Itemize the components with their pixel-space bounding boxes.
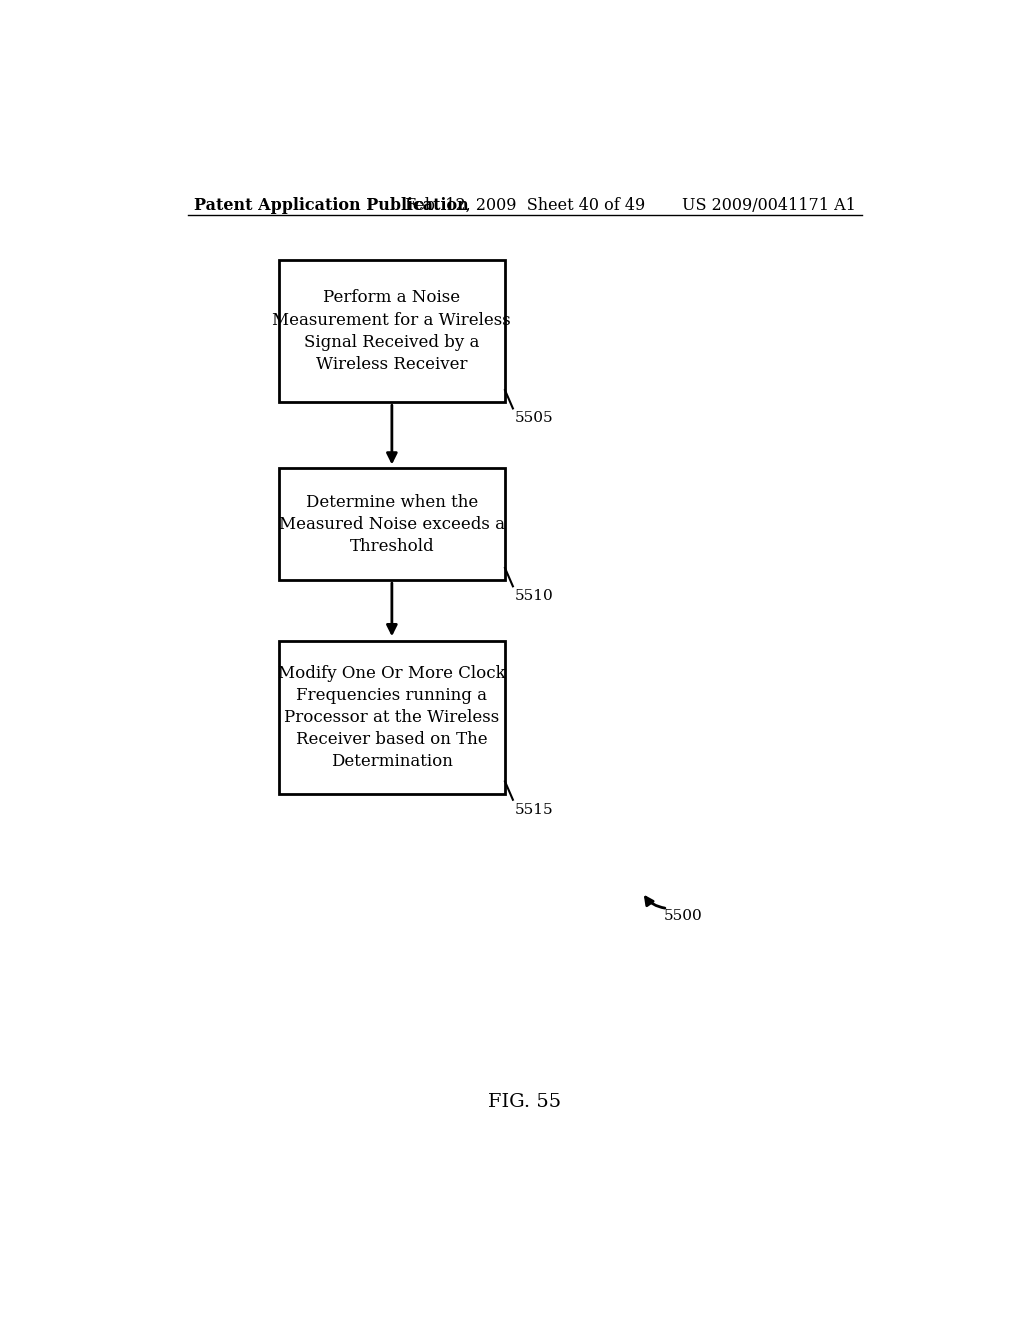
Text: Modify One Or More Clock
Frequencies running a
Processor at the Wireless
Receive: Modify One Or More Clock Frequencies run… bbox=[279, 664, 506, 771]
FancyBboxPatch shape bbox=[279, 642, 505, 793]
Text: 5510: 5510 bbox=[514, 589, 553, 603]
Text: Patent Application Publication: Patent Application Publication bbox=[194, 197, 469, 214]
Text: Determine when the
Measured Noise exceeds a
Threshold: Determine when the Measured Noise exceed… bbox=[279, 494, 505, 554]
FancyBboxPatch shape bbox=[279, 260, 505, 403]
Text: FIG. 55: FIG. 55 bbox=[488, 1093, 561, 1110]
Text: Feb. 12, 2009  Sheet 40 of 49: Feb. 12, 2009 Sheet 40 of 49 bbox=[404, 197, 645, 214]
Text: Perform a Noise
Measurement for a Wireless
Signal Received by a
Wireless Receive: Perform a Noise Measurement for a Wirele… bbox=[272, 289, 511, 374]
FancyBboxPatch shape bbox=[279, 469, 505, 581]
Text: US 2009/0041171 A1: US 2009/0041171 A1 bbox=[682, 197, 856, 214]
Text: 5500: 5500 bbox=[664, 908, 702, 923]
Text: 5505: 5505 bbox=[514, 412, 553, 425]
Text: 5515: 5515 bbox=[514, 803, 553, 817]
